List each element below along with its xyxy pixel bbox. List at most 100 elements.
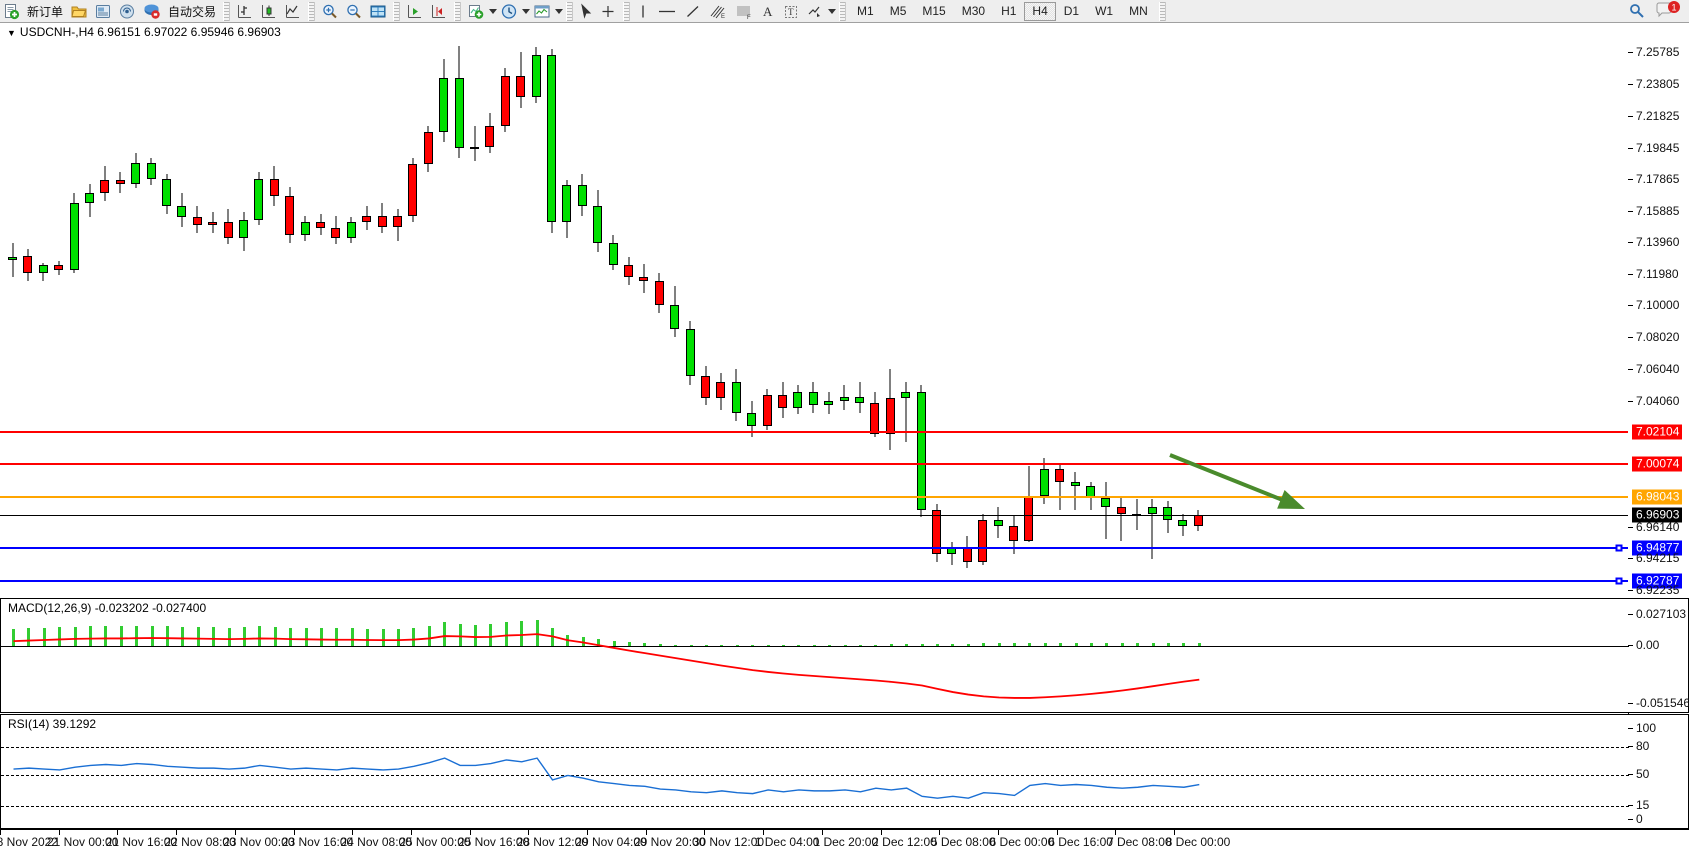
auto-scroll-icon[interactable] [427, 1, 451, 22]
candle-body [824, 401, 834, 405]
candlestick [1070, 471, 1080, 511]
price-tag-resistance[interactable]: 7.00074 [1632, 456, 1683, 472]
candlestick [1101, 481, 1111, 540]
timeframe-h1[interactable]: H1 [1001, 4, 1017, 18]
candle-body [993, 520, 1003, 527]
signals-icon[interactable] [115, 1, 139, 22]
period-clock-icon[interactable] [497, 1, 521, 22]
vertical-line-icon[interactable] [633, 1, 653, 22]
candle-body [1132, 513, 1142, 515]
time-axis-tick [1115, 830, 1117, 835]
price-level-support[interactable] [0, 580, 1628, 583]
rsi-pane[interactable]: RSI(14) 39.1292 [0, 714, 1689, 829]
time-axis-tick [176, 830, 178, 835]
candle-body [239, 220, 248, 239]
text-icon[interactable]: A [757, 1, 779, 22]
macd-histogram-bar [920, 643, 924, 646]
candlestick-chart-icon[interactable] [257, 1, 281, 22]
toolbar-separator [839, 1, 847, 21]
rsi-line [13, 757, 1200, 799]
candlestick [855, 382, 864, 413]
zoom-out-icon[interactable] [342, 1, 366, 22]
candlestick [439, 58, 449, 142]
price-tag-support[interactable]: 6.94877 [1632, 540, 1683, 556]
timeframe-h4[interactable]: H4 [1024, 1, 1056, 21]
level-handle[interactable] [1615, 577, 1623, 585]
candle-body [1009, 526, 1018, 541]
rsi-plot-area[interactable] [1, 715, 1688, 828]
candlestick [331, 215, 341, 245]
price-axis-tick [1628, 590, 1633, 591]
equidistant-channel-icon[interactable]: E [705, 1, 731, 22]
price-level-pivot[interactable] [0, 495, 1628, 498]
macd-histogram-bar [212, 627, 216, 646]
timeframe-m15[interactable]: M15 [922, 4, 946, 18]
cursor-icon[interactable] [576, 1, 596, 22]
timeframe-w1[interactable]: W1 [1095, 4, 1114, 18]
candlestick [885, 369, 895, 450]
period-chevron-down-icon[interactable] [521, 2, 530, 21]
chart-dropdown-icon[interactable]: ▼ [7, 28, 16, 38]
timeframe-mn[interactable]: MN [1129, 4, 1148, 18]
time-axis-label: 21 Nov 16:00 [105, 835, 178, 849]
time-axis-tick [410, 830, 412, 835]
timeframe-m30[interactable]: M30 [961, 4, 986, 18]
candle-body [870, 403, 880, 434]
crosshair-icon[interactable] [596, 1, 620, 22]
folder-icon[interactable] [67, 1, 91, 22]
price-tag-pivot[interactable]: 6.98043 [1632, 489, 1683, 505]
macd-histogram-bar [1182, 643, 1186, 646]
data-window-icon[interactable] [366, 1, 390, 22]
add-indicator-chevron-down-icon[interactable] [488, 2, 497, 21]
price-tag-resistance[interactable]: 7.02104 [1632, 424, 1683, 440]
macd-histogram-bar [1151, 643, 1155, 646]
bar-chart-icon[interactable] [233, 1, 257, 22]
fibonacci-icon[interactable]: F [731, 1, 757, 22]
line-chart-icon[interactable] [281, 1, 305, 22]
macd-histogram-bar [135, 626, 139, 646]
shift-end-icon[interactable] [403, 1, 427, 22]
timeframe-m5[interactable]: M5 [889, 4, 907, 18]
macd-histogram-bar [227, 627, 231, 646]
notifications-icon[interactable]: 1 [1655, 1, 1681, 21]
trendline-icon[interactable] [681, 1, 705, 22]
level-handle[interactable] [1615, 544, 1623, 552]
timeframe-m1[interactable]: M1 [857, 4, 874, 18]
price-tag-support[interactable]: 6.92787 [1632, 573, 1683, 589]
price-axis-tick [1628, 84, 1633, 86]
candle-body [485, 125, 495, 147]
templates-chevron-down-icon[interactable] [554, 2, 563, 21]
candlestick [470, 125, 479, 162]
candlestick [716, 372, 726, 410]
chart-symbol-text: USDCNH-,H4 6.96151 6.97022 6.95946 6.969… [19, 25, 281, 39]
text-label-icon[interactable]: T [779, 1, 803, 22]
chart-region[interactable]: ▼ USDCNH-,H4 6.96151 6.97022 6.95946 6.96… [0, 23, 1689, 860]
new-order-label[interactable]: 新订单 [27, 4, 64, 19]
new-order-icon[interactable] [0, 1, 23, 22]
price-level-resistance[interactable] [0, 463, 1628, 466]
macd-plot-area[interactable] [1, 599, 1688, 712]
timeframe-d1[interactable]: D1 [1063, 4, 1080, 18]
candlestick [870, 391, 880, 437]
search-icon[interactable] [1625, 1, 1649, 22]
news-icon[interactable] [91, 1, 115, 22]
macd-pane[interactable]: MACD(12,26,9) -0.023202 -0.027400 [0, 598, 1689, 713]
macd-histogram-bar [966, 643, 970, 646]
price-level-resistance[interactable] [0, 430, 1628, 433]
add-indicator-icon[interactable] [464, 1, 488, 22]
shapes-arrows-icon[interactable] [803, 1, 827, 22]
price-pane[interactable]: ▼ USDCNH-,H4 6.96151 6.97022 6.95946 6.96… [0, 23, 1689, 598]
templates-icon[interactable] [530, 1, 554, 22]
price-plot-area[interactable] [0, 23, 1689, 598]
price-level-last-price[interactable] [0, 515, 1628, 517]
shapes-chevron-down-icon[interactable] [827, 2, 836, 21]
auto-trading-icon[interactable] [139, 1, 164, 22]
candle-body [654, 281, 664, 306]
zoom-in-icon[interactable] [318, 1, 342, 22]
horizontal-line-icon[interactable] [653, 1, 681, 22]
auto-trading-label[interactable]: 自动交易 [168, 4, 217, 19]
price-tag-last-price[interactable]: 6.96903 [1632, 507, 1683, 523]
macd-histogram-bar [951, 643, 955, 646]
price-level-support[interactable] [0, 546, 1628, 549]
